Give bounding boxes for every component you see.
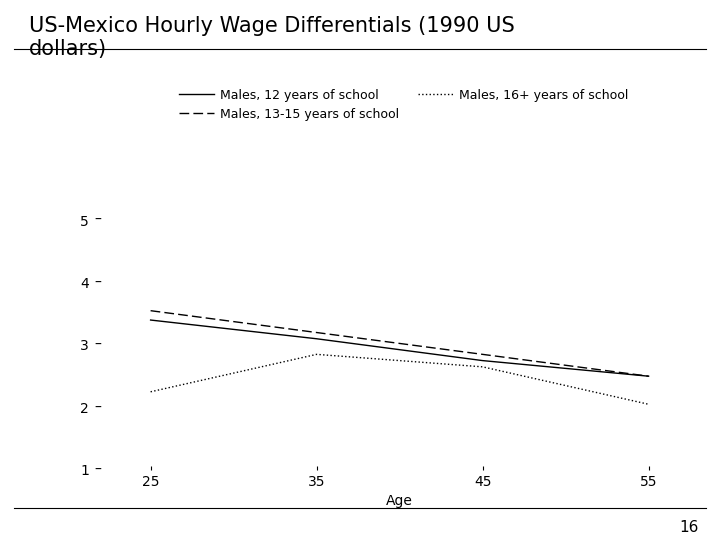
X-axis label: Age: Age: [386, 494, 413, 508]
Text: –: –: [94, 338, 101, 352]
Males, 13-15 years of school: [478, 351, 487, 357]
Text: –: –: [94, 275, 101, 289]
Males, 12 years of school: [146, 317, 155, 323]
Line: Males, 13-15 years of school: Males, 13-15 years of school: [150, 310, 649, 376]
Text: US-Mexico Hourly Wage Differentials (1990 US
dollars): US-Mexico Hourly Wage Differentials (199…: [29, 16, 515, 59]
Males, 12 years of school: [312, 335, 321, 342]
Males, 13-15 years of school: [146, 307, 155, 314]
Males, 12 years of school: [478, 357, 487, 364]
Text: –: –: [94, 213, 101, 227]
Males, 16+ years of school: [644, 401, 653, 408]
Line: Males, 12 years of school: Males, 12 years of school: [150, 320, 649, 376]
Males, 16+ years of school: [146, 389, 155, 395]
Text: –: –: [94, 400, 101, 414]
Text: –: –: [94, 463, 101, 477]
Line: Males, 16+ years of school: Males, 16+ years of school: [150, 354, 649, 404]
Text: 16: 16: [679, 519, 698, 535]
Legend: Males, 12 years of school, Males, 13-15 years of school, Males, 16+ years of sch: Males, 12 years of school, Males, 13-15 …: [179, 89, 629, 121]
Males, 12 years of school: [644, 373, 653, 380]
Males, 16+ years of school: [312, 351, 321, 357]
Males, 16+ years of school: [478, 363, 487, 370]
Males, 13-15 years of school: [312, 329, 321, 336]
Males, 13-15 years of school: [644, 373, 653, 380]
